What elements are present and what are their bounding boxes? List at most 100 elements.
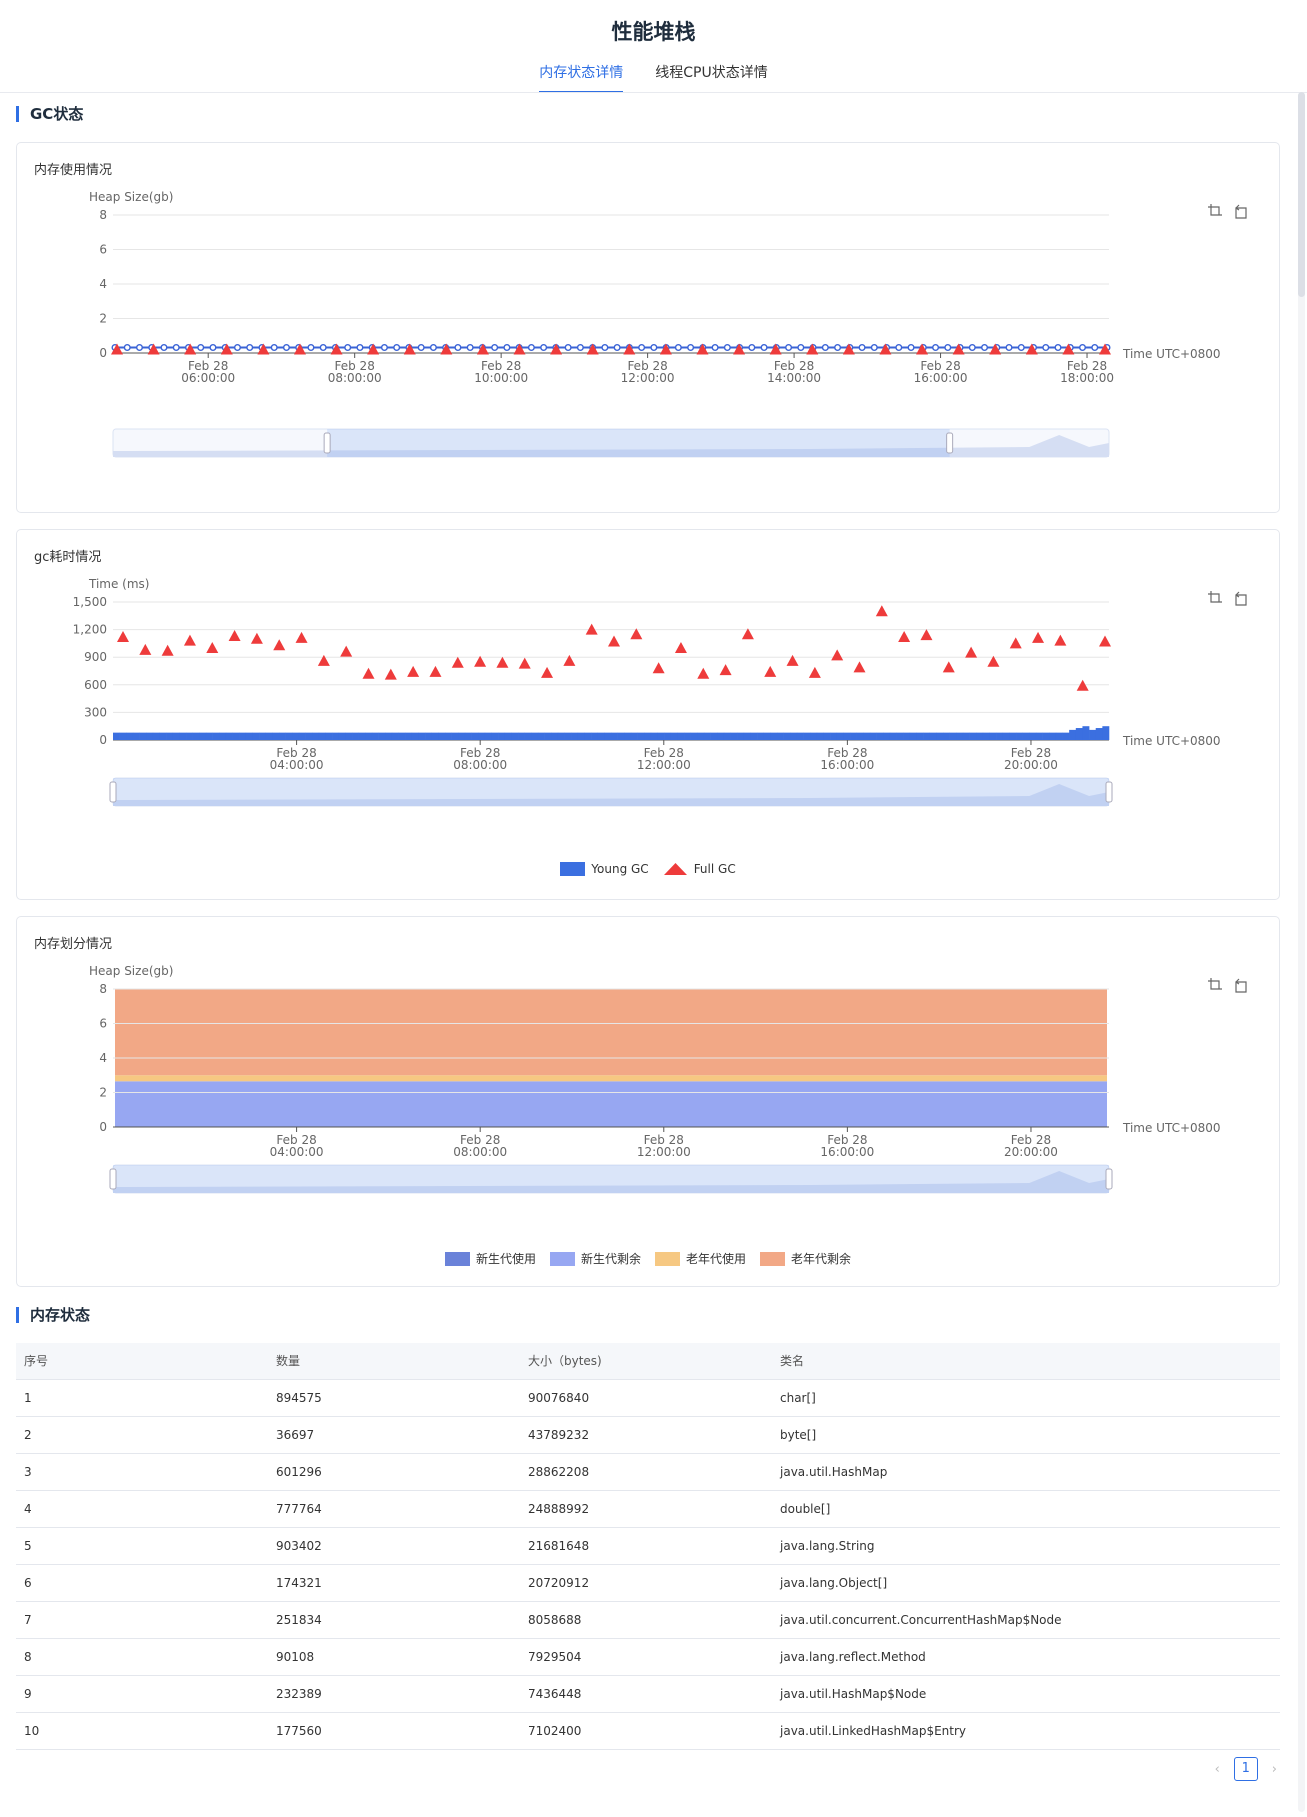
young-gc-bar	[232, 732, 240, 740]
table-row[interactable]: 3 601296 28862208 java.util.HashMap	[16, 1453, 1280, 1491]
young-gc-bar	[252, 732, 260, 740]
table-row[interactable]: 9 232389 7436448 java.util.HashMap$Node	[16, 1675, 1280, 1713]
scrollbar-thumb[interactable]	[1298, 92, 1305, 297]
legend-full-gc[interactable]: Full GC	[663, 862, 736, 876]
x-tick-label: Feb 28	[188, 359, 228, 373]
zoom-slider-handle-left	[323, 432, 331, 454]
full-gc-point	[719, 664, 732, 676]
tab-thread-cpu-status[interactable]: 线程CPU状态详情	[655, 65, 768, 81]
young-gc-bar	[664, 732, 672, 740]
full-gc-point	[563, 654, 576, 666]
table-row[interactable]: 1 894575 90076840 char[]	[16, 1379, 1280, 1417]
young-gc-bar	[1035, 732, 1043, 740]
heap-used-point	[797, 343, 805, 351]
young-gc-bar	[537, 732, 545, 740]
x-tick-label: 08:00:00	[328, 371, 382, 385]
young-gc-bar	[1016, 732, 1023, 740]
young-gc-bar	[338, 732, 346, 740]
next-page-button[interactable]: ›	[1271, 1761, 1277, 1777]
full-gc-point	[513, 343, 526, 355]
young-gc-bar	[146, 732, 154, 740]
legend-old-used[interactable]: 老年代使用	[655, 1250, 746, 1267]
table-row[interactable]: 7 251834 8058688 java.util.concurrent.Concu…	[16, 1601, 1280, 1639]
table-row[interactable]: 5 903402 21681648 java.lang.String	[16, 1527, 1280, 1565]
cell-class-name: java.lang.String	[772, 1527, 1280, 1565]
y-axis-title: Heap Size(gb)	[89, 190, 173, 204]
young-gc-bar	[358, 732, 366, 740]
young-gc-bar	[690, 732, 698, 740]
heap-used-point	[527, 343, 535, 351]
pagination: ‹ 1 ›	[1215, 1757, 1277, 1781]
full-gc-point	[117, 630, 129, 642]
full-gc-point	[875, 605, 888, 617]
x-tick-label: Feb 28	[460, 746, 500, 760]
x-tick-label: 12:00:00	[637, 758, 691, 772]
heap-used-point	[870, 343, 878, 351]
memory-usage-card: 内存使用情况 0 2 4 6 8 Heap Size(gb) Time UTC+0800 Fe…	[16, 142, 1280, 513]
full-gc-point	[429, 665, 442, 677]
full-gc-point	[674, 642, 687, 653]
data-zoom-icon[interactable]	[1207, 590, 1223, 606]
young-gc-bar	[830, 732, 838, 740]
zoom-reset-icon[interactable]	[1233, 203, 1249, 219]
young-gc-bar	[179, 732, 187, 740]
zoom-slider-handle-right	[1105, 1168, 1113, 1190]
full-gc-point	[1076, 679, 1089, 691]
full-gc-point	[733, 343, 746, 355]
x-tick-label: 20:00:00	[1004, 1145, 1058, 1159]
full-gc-point	[317, 654, 330, 666]
data-zoom-icon[interactable]	[1207, 203, 1223, 219]
young-gc-bar	[498, 732, 506, 740]
young-gc-bar	[923, 732, 931, 740]
prev-page-button[interactable]: ‹	[1214, 1761, 1220, 1777]
table-row[interactable]: 2 36697 43789232 byte[]	[16, 1416, 1280, 1454]
full-gc-point	[965, 646, 978, 658]
page-scrollbar[interactable]	[1298, 92, 1305, 1812]
data-zoom-icon[interactable]	[1207, 977, 1223, 993]
area-new-free	[115, 1081, 1107, 1127]
cell-class-name: java.lang.Object[]	[772, 1564, 1280, 1602]
heap-used-point	[246, 343, 254, 351]
full-gc-point	[1099, 635, 1111, 647]
y-tick-label: 900	[84, 650, 107, 664]
x-tick-label: 18:00:00	[1060, 371, 1114, 385]
young-gc-bar	[1009, 732, 1017, 740]
young-gc-bar	[571, 732, 579, 740]
gc-time-chart[interactable]: 0 300 600 900 1,200 1,500 Time (ms) Time UTC+08…	[17, 530, 1281, 900]
table-row[interactable]: 6 174321 20720912 java.lang.Object[]	[16, 1564, 1280, 1602]
full-gc-point	[652, 662, 665, 674]
young-gc-bar	[617, 732, 625, 740]
full-gc-point	[541, 666, 554, 678]
cell-size: 24888992	[520, 1490, 772, 1528]
young-gc-bar	[1102, 726, 1110, 740]
x-tick-label: 20:00:00	[1004, 758, 1058, 772]
chart-toolbox	[1207, 977, 1249, 993]
young-gc-bar	[166, 732, 174, 740]
tab-memory-status[interactable]: 内存状态详情	[539, 62, 624, 93]
young-gc-bar	[604, 732, 612, 740]
young-gc-bar	[1029, 732, 1037, 740]
legend-old-free[interactable]: 老年代剩余	[760, 1250, 851, 1267]
zoom-reset-icon[interactable]	[1233, 590, 1249, 606]
heap-used-point	[503, 343, 511, 351]
tab-bar: 内存状态详情 线程CPU状态详情	[0, 62, 1307, 93]
cell-index: 10	[16, 1712, 268, 1750]
table-row[interactable]: 4 777764 24888992 double[]	[16, 1490, 1280, 1528]
table-row[interactable]: 8 90108 7929504 java.lang.reflect.Method	[16, 1638, 1280, 1676]
legend-new-used[interactable]: 新生代使用	[444, 1250, 536, 1267]
zoom-slider-window	[113, 778, 1109, 806]
cell-class-name: byte[]	[772, 1416, 1280, 1454]
legend-new-free[interactable]: 新生代剩余	[549, 1250, 641, 1267]
heap-used-point	[1017, 343, 1025, 351]
legend-young-gc[interactable]: Young GC	[560, 862, 649, 876]
zoom-reset-icon[interactable]	[1233, 977, 1249, 993]
young-gc-bar	[192, 732, 200, 740]
full-gc-point	[942, 661, 955, 673]
table-row[interactable]: 10 177560 7102400 java.util.LinkedHashMap$E…	[16, 1712, 1280, 1750]
cell-size: 90076840	[520, 1379, 772, 1417]
page-number-current[interactable]: 1	[1233, 1757, 1258, 1781]
heap-used-point	[393, 343, 401, 351]
full-gc-point	[111, 343, 123, 355]
